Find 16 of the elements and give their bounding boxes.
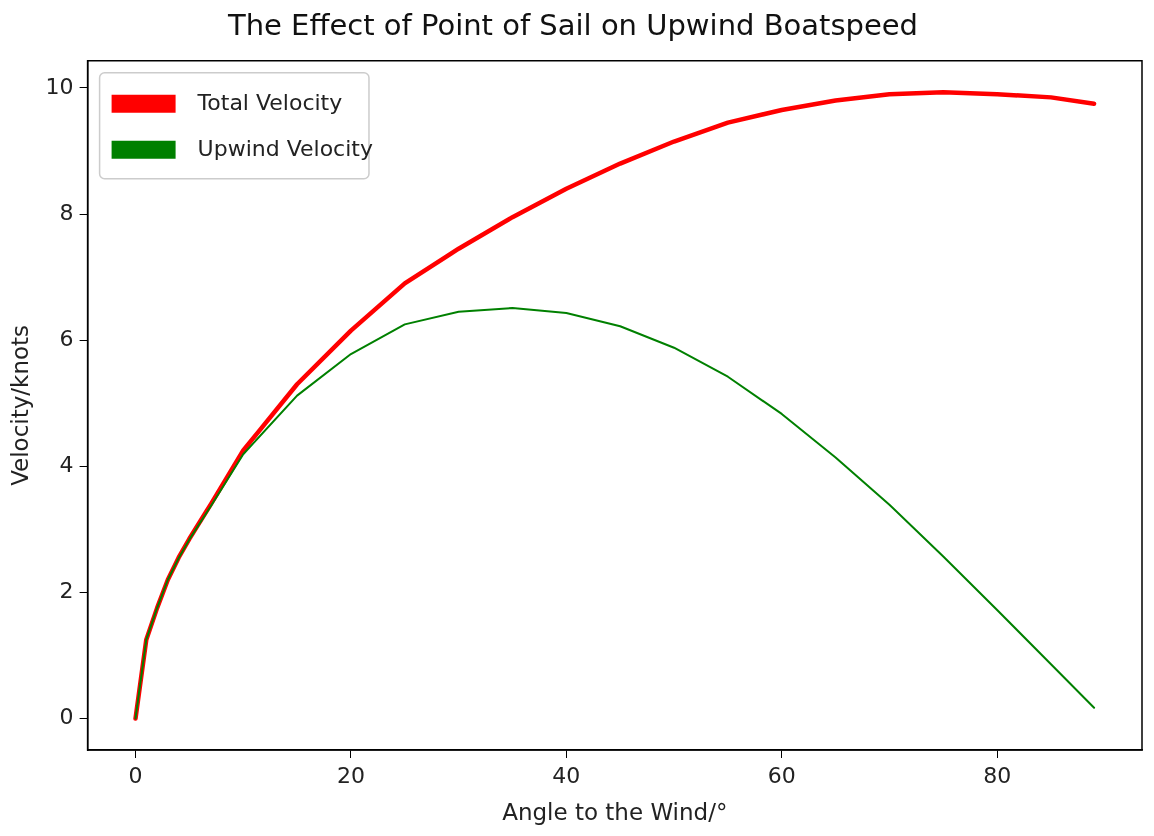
y-tick-label: 2: [59, 578, 74, 604]
y-axis-title: Velocity/knots: [6, 324, 33, 486]
x-axis-title: Angle to the Wind/°: [502, 799, 728, 826]
x-tick-label: 60: [767, 762, 796, 788]
y-tick-label: 10: [45, 73, 74, 99]
chart-title: The Effect of Point of Sail on Upwind Boatspeed: [226, 7, 919, 42]
x-tick-label: 80: [983, 762, 1012, 788]
y-tick-label: 0: [59, 704, 74, 730]
x-tick-label: 40: [552, 762, 581, 788]
y-tick-label: 8: [59, 199, 74, 225]
x-tick-label: 20: [336, 762, 365, 788]
y-tick-label: 6: [59, 325, 74, 351]
legend-label: Total Velocity: [196, 89, 343, 115]
y-tick-label: 4: [59, 451, 74, 477]
x-tick-label: 0: [128, 762, 143, 788]
legend-label: Upwind Velocity: [197, 135, 373, 161]
